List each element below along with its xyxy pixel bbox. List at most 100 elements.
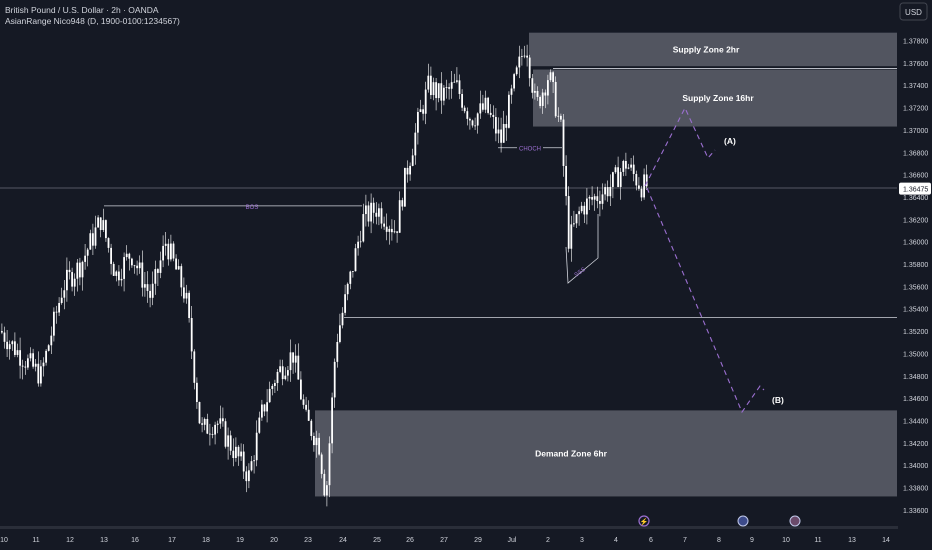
candle-body <box>144 284 146 288</box>
candle-body <box>66 269 68 291</box>
candle-body <box>214 424 216 435</box>
candle-body <box>437 83 440 99</box>
candle-body <box>258 417 261 433</box>
candle-body <box>635 173 638 186</box>
choch-label: CHOCH <box>519 146 541 152</box>
candle-body <box>292 352 294 363</box>
uk-flag-event-icon[interactable] <box>789 515 801 527</box>
candle-body <box>463 107 466 112</box>
candle-body <box>34 363 37 367</box>
candle-body <box>84 255 86 262</box>
annotations-layer: SSS (A) (B) <box>565 136 784 405</box>
candle-body <box>45 350 47 363</box>
candle-body <box>318 437 320 455</box>
candle-body <box>133 265 136 267</box>
candle-body <box>495 116 497 134</box>
candle-body <box>266 402 268 412</box>
candle-body <box>456 80 458 82</box>
candle-body <box>138 262 141 269</box>
us-flag-event-icon[interactable] <box>737 515 749 527</box>
candle-body <box>201 423 203 425</box>
candle-body <box>102 220 105 231</box>
candle-body <box>430 75 432 96</box>
candle-body <box>370 202 372 222</box>
candle-body <box>612 172 614 187</box>
candle-body <box>115 271 118 276</box>
candle-body <box>419 109 422 112</box>
candle-body <box>365 205 367 215</box>
candle-body <box>21 365 24 367</box>
candle-body <box>567 196 570 249</box>
candle-body <box>107 238 110 248</box>
candle-body <box>240 451 242 457</box>
candle-body <box>515 67 518 75</box>
candle-body <box>167 243 170 260</box>
lightning-event-icon[interactable] <box>638 515 650 527</box>
candle-body <box>276 371 279 384</box>
candle-body <box>183 287 185 299</box>
candle-body <box>406 167 409 175</box>
candle-body <box>175 258 177 270</box>
candle-body <box>575 214 578 224</box>
candle-body <box>19 350 21 366</box>
candle-body <box>554 81 557 117</box>
price-tick-label: 1.37600 <box>903 61 928 68</box>
time-tick-label: 8 <box>717 537 721 544</box>
candle-body <box>619 171 622 187</box>
candle-body <box>422 109 424 114</box>
candle-body <box>305 404 307 410</box>
candle-body <box>549 72 552 81</box>
candle-body <box>492 114 495 117</box>
candle-body <box>110 247 112 264</box>
candle-body <box>640 188 643 198</box>
price-tick-label: 1.35600 <box>903 284 928 291</box>
candle-body <box>8 344 11 350</box>
candle-body <box>440 83 443 101</box>
candle-body <box>310 420 313 436</box>
currency-button[interactable] <box>899 2 928 21</box>
candle-body <box>427 75 430 90</box>
candle-body <box>362 214 365 242</box>
candle-body <box>326 485 328 496</box>
candle-body <box>570 224 573 249</box>
candle-body <box>180 266 183 288</box>
candle-body <box>37 363 40 384</box>
candle-body <box>315 437 318 446</box>
candle-body <box>531 78 534 93</box>
candle-body <box>255 432 258 461</box>
candle-body <box>328 443 331 486</box>
candle-body <box>274 383 276 386</box>
candle-body <box>583 205 586 215</box>
candle-body <box>6 341 8 350</box>
candle-body <box>578 211 580 215</box>
candle-body <box>396 231 398 233</box>
candle-body <box>466 111 469 119</box>
time-tick-label: 13 <box>100 537 108 544</box>
time-axis-bar <box>0 526 898 529</box>
candle-body <box>435 82 437 99</box>
candle-body <box>401 200 404 207</box>
candle-body <box>94 227 97 246</box>
levels-layer: BOS CHOCH <box>0 68 897 319</box>
scenario-a-path <box>644 106 716 187</box>
price-tick-label: 1.33800 <box>903 486 928 493</box>
time-tick-label: 27 <box>440 537 448 544</box>
price-tick-label: 1.36800 <box>903 150 928 157</box>
time-tick-label: 16 <box>131 537 139 544</box>
candle-body <box>617 167 619 187</box>
candle-body <box>99 217 102 231</box>
candle-body <box>177 266 180 270</box>
price-tick-label: 1.36000 <box>903 240 928 247</box>
lightning-glyph-icon: ⚡ <box>640 517 649 526</box>
candle-body <box>409 165 411 175</box>
candle-body <box>367 205 370 222</box>
candle-body <box>482 103 484 110</box>
candle-body <box>237 446 240 457</box>
candle-body <box>630 164 632 168</box>
time-tick-label: 3 <box>580 537 584 544</box>
candle-body <box>547 80 549 96</box>
time-tick-label: 10 <box>0 537 8 544</box>
candle-body <box>513 74 515 89</box>
candle-body <box>281 366 284 380</box>
